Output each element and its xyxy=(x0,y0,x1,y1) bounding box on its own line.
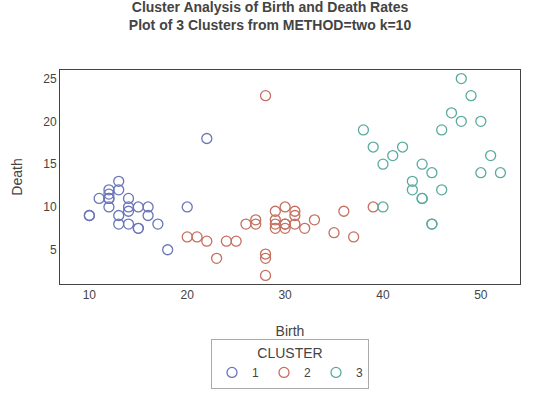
svg-text:40: 40 xyxy=(376,288,390,302)
svg-text:25: 25 xyxy=(43,72,57,86)
svg-text:5: 5 xyxy=(50,243,57,257)
svg-text:Birth: Birth xyxy=(276,323,305,339)
svg-text:Death: Death xyxy=(9,158,25,195)
svg-text:Cluster Analysis of Birth and: Cluster Analysis of Birth and Death Rate… xyxy=(129,0,412,33)
svg-text:CLUSTER: CLUSTER xyxy=(257,345,322,361)
svg-text:2: 2 xyxy=(304,366,311,380)
svg-text:15: 15 xyxy=(43,157,57,171)
svg-text:20: 20 xyxy=(181,288,195,302)
svg-text:1: 1 xyxy=(252,366,259,380)
svg-text:20: 20 xyxy=(43,115,57,129)
svg-text:3: 3 xyxy=(356,366,363,380)
svg-text:10: 10 xyxy=(83,288,97,302)
svg-text:50: 50 xyxy=(474,288,488,302)
svg-text:30: 30 xyxy=(278,288,292,302)
svg-text:10: 10 xyxy=(43,200,57,214)
